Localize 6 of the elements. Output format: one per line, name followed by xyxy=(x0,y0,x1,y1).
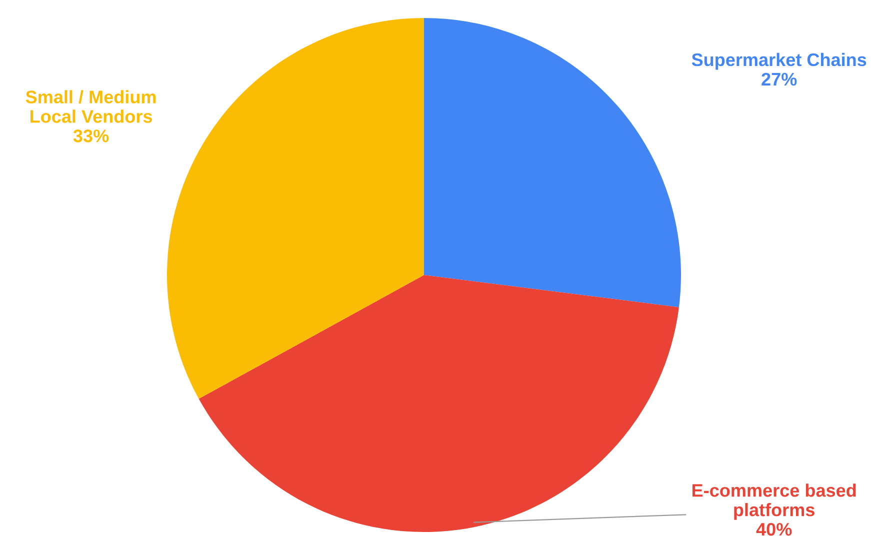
slice-label: Small / Medium Local Vendors xyxy=(26,90,156,123)
data-label: 27% xyxy=(762,72,797,86)
data-label: 40% xyxy=(756,522,792,536)
data-label: 33% xyxy=(73,130,109,142)
slice-label: Supermarket Chains xyxy=(692,52,866,70)
slice-label: E-commerce based platforms xyxy=(692,484,856,520)
